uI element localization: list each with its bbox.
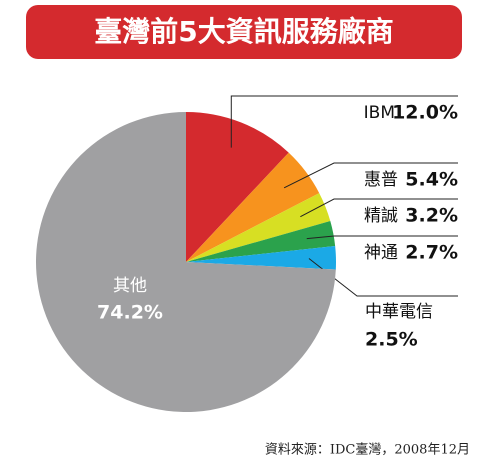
pie-slice (36, 112, 336, 412)
pie-slice (186, 112, 289, 262)
slice-label: 惠普 (364, 170, 398, 190)
slice-value: 12.0% (392, 102, 458, 124)
slice-label: 神通 (364, 243, 398, 263)
slice-label: 精誠 (364, 206, 398, 226)
slice-label: IBM (364, 103, 395, 123)
slice-value: 2.5% (365, 329, 418, 351)
slice-value: 5.4% (405, 169, 458, 191)
leader-line (300, 198, 458, 218)
leader-line (230, 95, 458, 148)
slice-value: 2.7% (405, 242, 458, 264)
pie-slice (186, 193, 331, 262)
source-note: 資料來源：IDC臺灣，2008年12月 (265, 443, 470, 458)
title-banner (26, 5, 462, 59)
pie-slice (186, 221, 336, 262)
slice-label: 中華電信 (365, 302, 433, 322)
pie-slice (186, 152, 320, 262)
slice-value: 3.2% (405, 205, 458, 227)
chart-title: 臺灣前5大資訊服務廠商 (94, 15, 393, 48)
slice-label: 其他 (113, 276, 147, 296)
leader-line (306, 235, 458, 240)
leader-line (283, 162, 458, 189)
slice-value: 74.2% (97, 302, 163, 324)
pie-slice (186, 246, 336, 270)
